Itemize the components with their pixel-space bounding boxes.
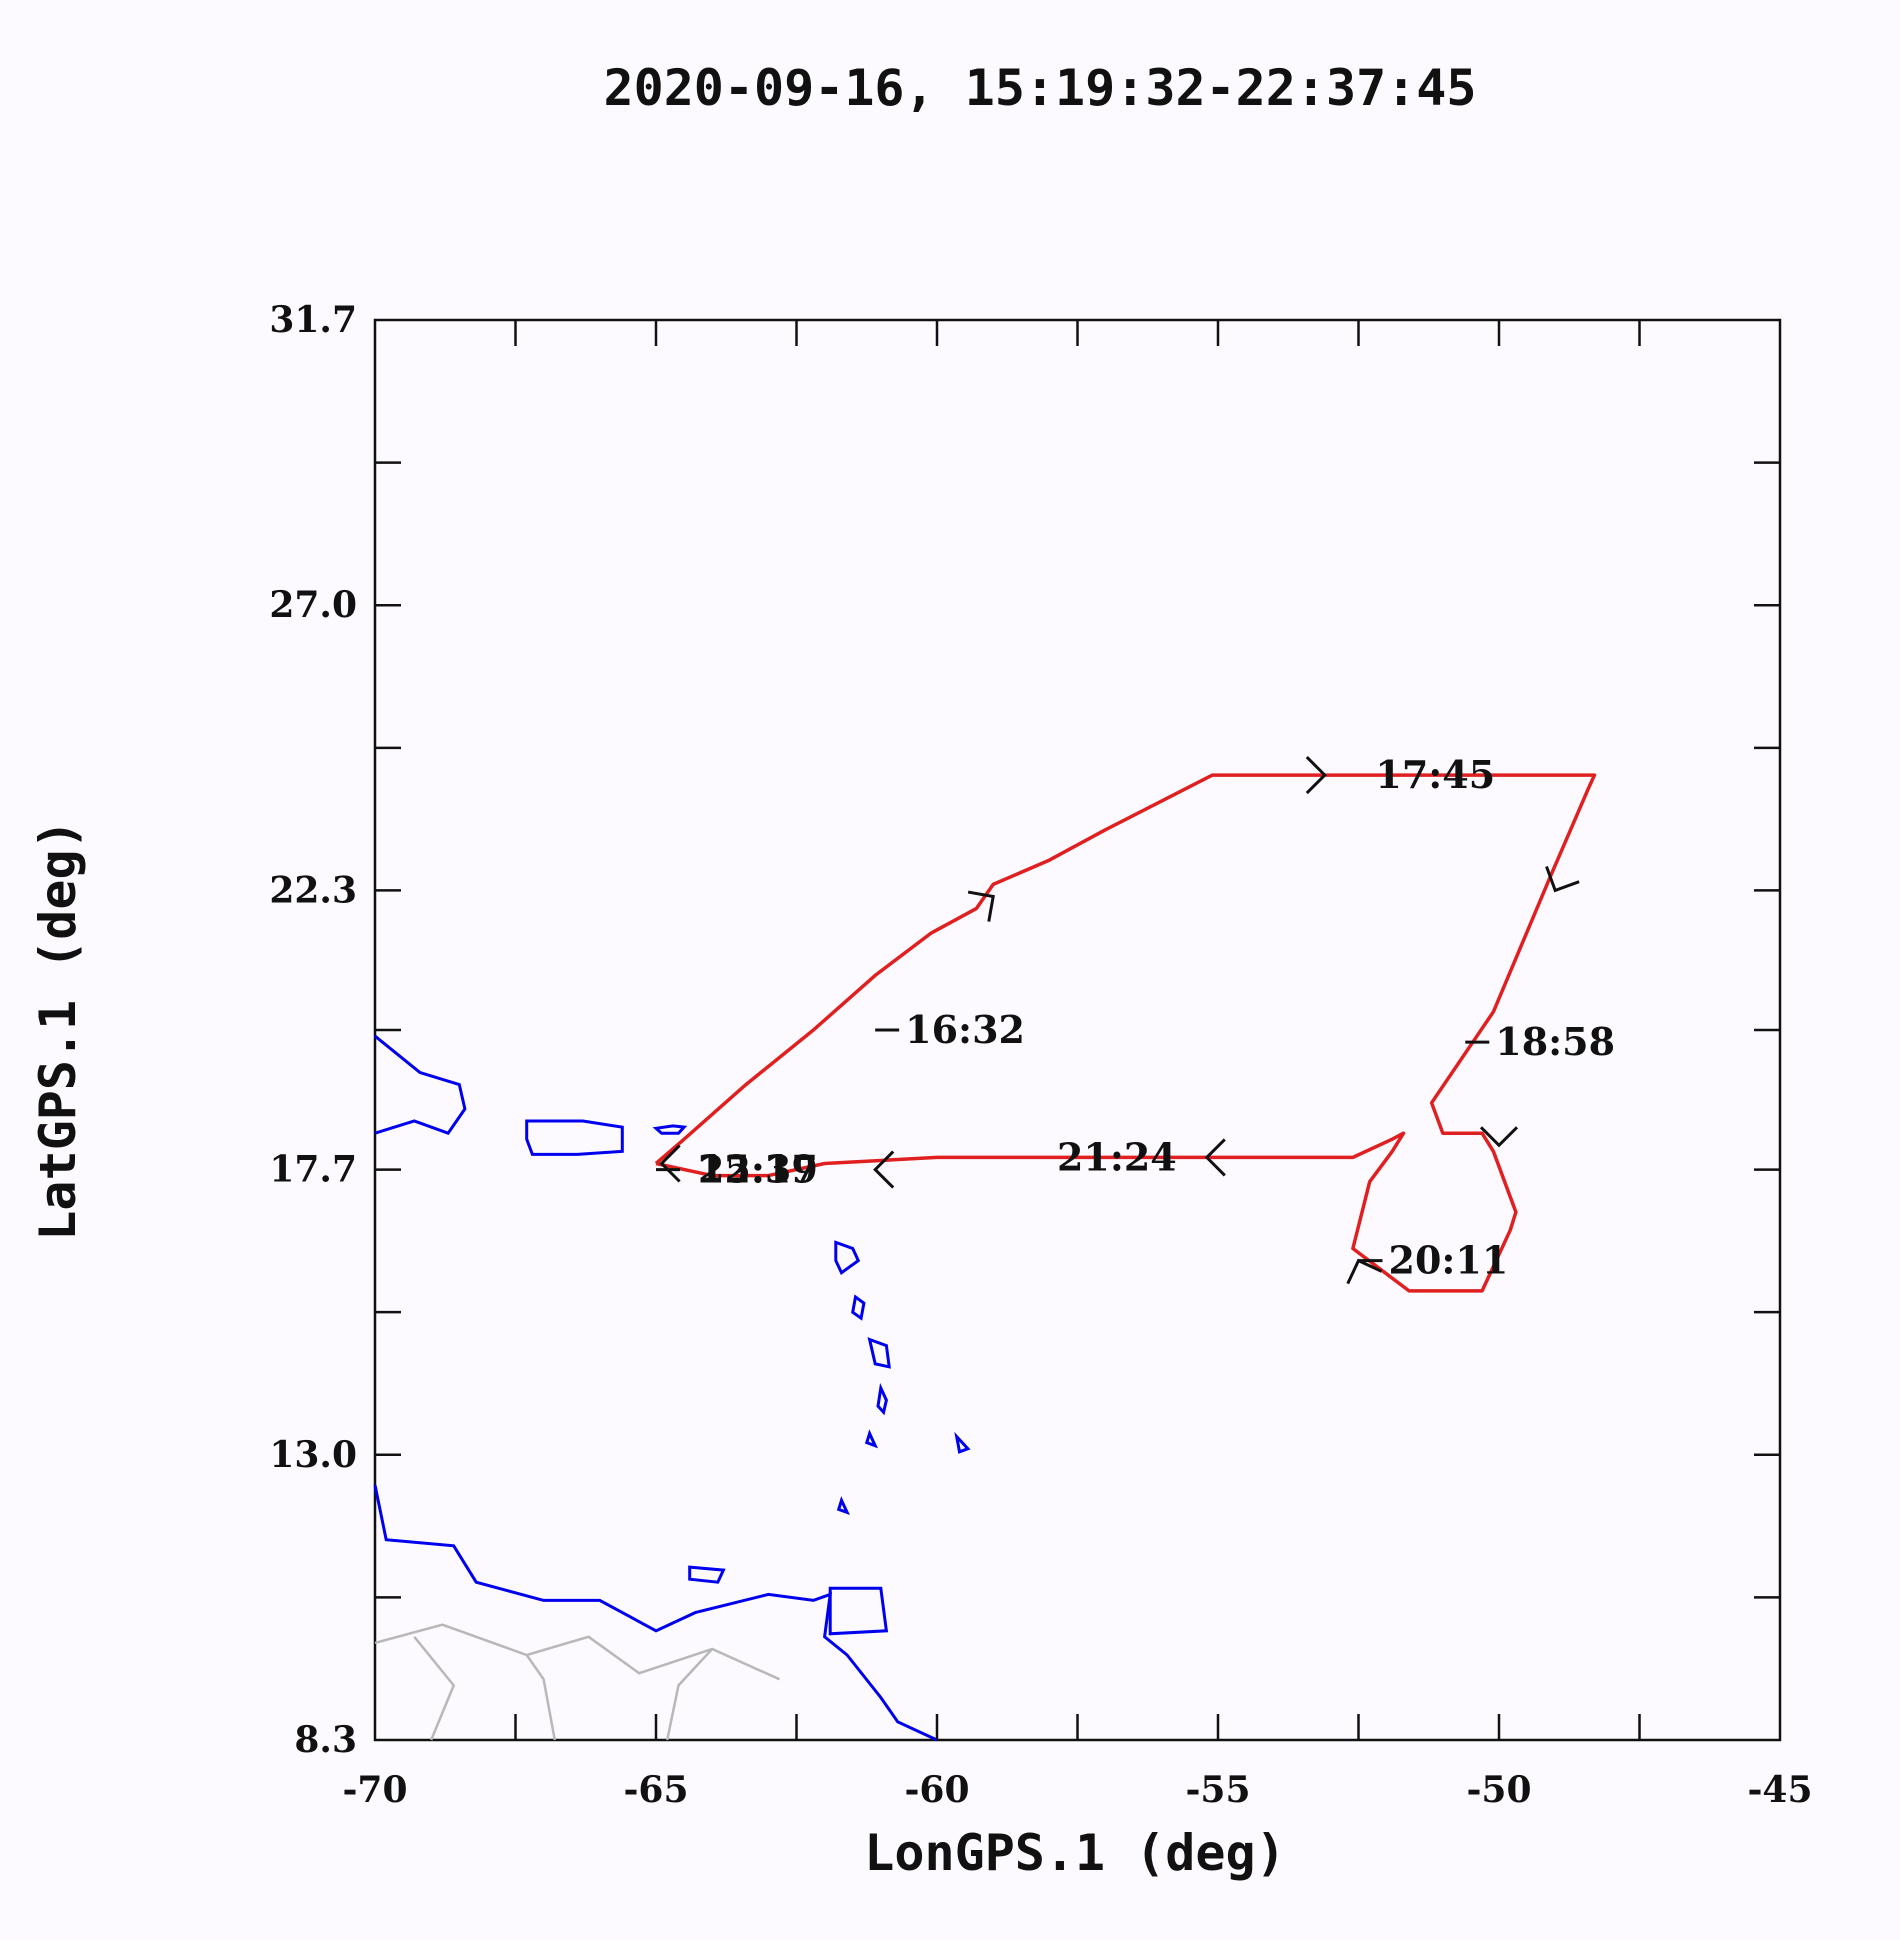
x-tick-label: -55 [1185,1769,1250,1811]
guadeloupe-coast [834,1240,861,1275]
y-tick-label: 13.0 [269,1434,357,1476]
x-tick-label: -50 [1466,1769,1531,1811]
time-label: 17:45 [1375,752,1495,797]
flight-track [654,773,1597,1293]
x-tick-label: -60 [904,1769,969,1811]
direction-arrow [659,1144,681,1183]
y-tick-label: 17.7 [269,1149,357,1191]
state-border [413,1636,456,1741]
puerto-rico-coast [525,1119,624,1156]
y-tick-label: 31.7 [269,299,357,341]
y-tick-label: 8.3 [294,1719,357,1761]
direction-arrow [873,1150,895,1189]
direction-arrows [659,756,1580,1285]
x-tick-label: -45 [1747,1769,1812,1811]
time-label: 15:19 [698,1147,818,1192]
time-label: 20:11 [1389,1238,1509,1283]
direction-arrow [1479,1126,1519,1148]
st-lucia-coast [876,1382,888,1416]
y-tick-label: 27.0 [269,584,357,626]
chart-title: 2020-09-16, 15:19:32-22:37:45 [604,59,1477,117]
coastline [373,1034,971,1742]
margarita-coast [688,1565,726,1584]
x-axis-label: LonGPS.1 (deg) [864,1824,1285,1882]
dominica-coast [851,1294,866,1321]
y-axis-ticks: 8.3 13.0 17.7 22.3 27.0 31.7 [269,299,1780,1761]
time-label: 16:32 [905,1007,1025,1052]
time-label: 21:24 [1057,1134,1177,1179]
direction-arrow [967,890,995,922]
venezuela-coast [373,1484,938,1742]
st-vincent-coast [864,1429,879,1449]
x-tick-label: -65 [623,1769,688,1811]
direction-arrow [1545,865,1580,893]
state-border [525,1654,557,1741]
state-border [374,1623,781,1681]
direction-arrow [1305,756,1327,795]
direction-arrow [1204,1138,1226,1177]
state-border [665,1648,714,1741]
martinique-coast [867,1337,891,1369]
x-axis-ticks: -70 -65 -60 -55 -50 -45 [342,320,1813,1811]
y-tick-label: 22.3 [269,869,357,911]
barbados-coast [954,1431,971,1454]
time-label: 18:58 [1495,1019,1615,1064]
grenada-coast [836,1496,850,1516]
time-label: 22:37 [698,1147,818,1192]
trinidad-coast [828,1586,889,1636]
track-line [654,773,1597,1293]
virgin-islands-coast [652,1124,688,1135]
x-tick-label: -70 [342,1769,407,1811]
y-axis-label: LatGPS.1 (deg) [29,819,87,1240]
direction-arrow [1346,1258,1383,1285]
hispaniola-east-coast [374,1034,467,1136]
